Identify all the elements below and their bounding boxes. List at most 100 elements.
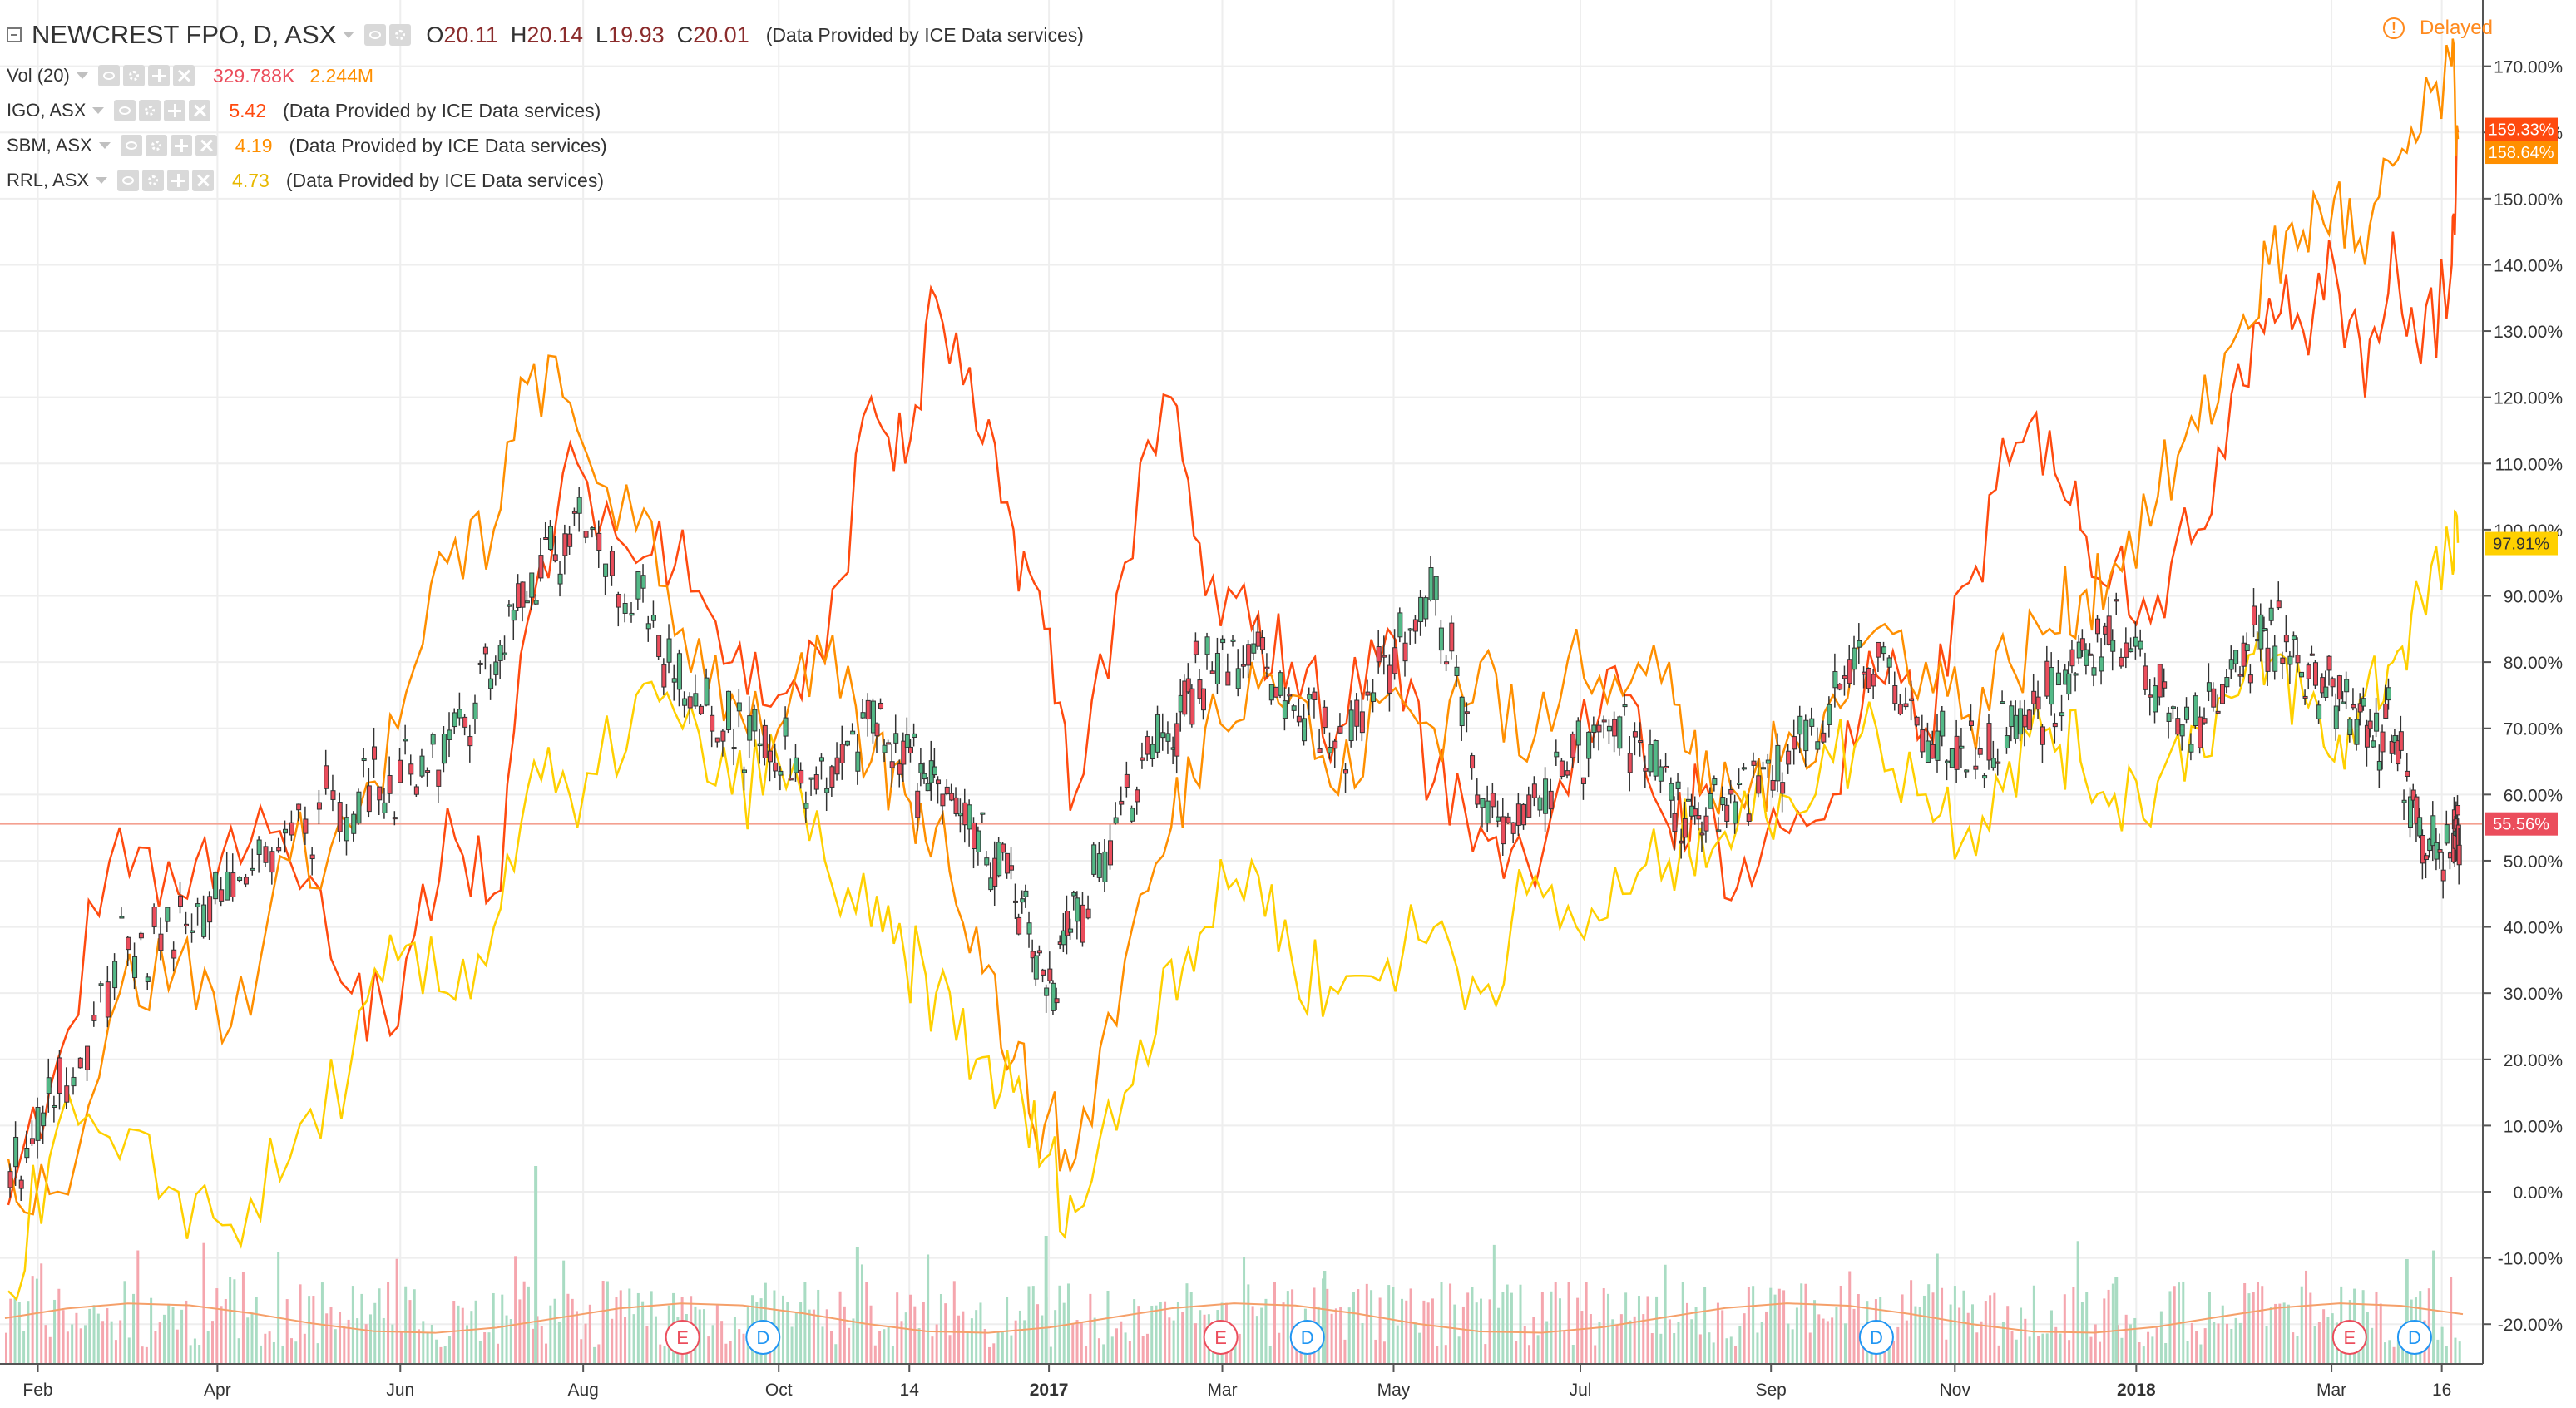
candle-body [276, 847, 282, 852]
volume-bar [1041, 1315, 1044, 1364]
dividend-marker[interactable]: D [1858, 1320, 1894, 1355]
gear-icon[interactable] [122, 65, 145, 86]
event-circle[interactable] [2331, 1320, 2367, 1355]
close-icon[interactable] [195, 135, 217, 156]
candle-body [897, 763, 902, 775]
compare-label[interactable]: IGO, ASX [7, 100, 87, 121]
volume-bar [1677, 1322, 1680, 1364]
candle-body [1803, 719, 1809, 752]
plus-icon[interactable] [167, 170, 190, 191]
event-circle[interactable] [1858, 1320, 1894, 1355]
volume-bar [119, 1320, 122, 1364]
volume-bar [632, 1314, 635, 1364]
event-letter: E [676, 1327, 689, 1348]
compare-label[interactable]: SBM, ASX [7, 135, 92, 156]
candle-body [2374, 712, 2380, 732]
volume-bar [2076, 1241, 2079, 1364]
compare-label[interactable]: RRL, ASX [7, 170, 90, 190]
volume-bar [830, 1331, 833, 1364]
volume-bar [215, 1288, 219, 1364]
collapse-legend-icon[interactable] [7, 27, 22, 42]
volume-label[interactable]: Vol (20) [7, 65, 70, 86]
delayed-status[interactable]: ! Delayed [2382, 17, 2493, 40]
gear-icon[interactable] [389, 24, 412, 46]
volume-bar [1334, 1308, 1337, 1364]
volume-bar [435, 1339, 438, 1364]
volume-bar [1571, 1345, 1575, 1364]
chevron-down-icon[interactable] [98, 142, 111, 149]
event-circle[interactable] [745, 1320, 781, 1355]
plus-icon[interactable] [147, 65, 170, 86]
volume-bar [1062, 1302, 1066, 1364]
close-icon[interactable] [172, 65, 195, 86]
eye-icon[interactable] [114, 100, 136, 121]
data-provider-note: (Data Provided by ICE Data services) [289, 134, 607, 156]
event-circle[interactable] [665, 1320, 700, 1355]
volume-bar [1027, 1286, 1031, 1364]
dividend-marker[interactable]: D [745, 1320, 781, 1355]
plus-icon[interactable] [170, 135, 192, 156]
chevron-down-icon[interactable] [96, 177, 108, 184]
eye-icon[interactable] [117, 170, 140, 191]
event-circle[interactable] [2396, 1320, 2432, 1355]
volume-bar [593, 1346, 596, 1364]
candle-body [1278, 672, 1283, 696]
volume-bar [1602, 1288, 1605, 1364]
y-tick-label: -20.00% [2498, 1316, 2563, 1335]
candle-body [2309, 653, 2315, 656]
volume-bar [1764, 1311, 1768, 1364]
candle-body [1189, 688, 1195, 725]
candle-body [2095, 618, 2101, 635]
volume-bar [1738, 1326, 1742, 1364]
volume-bar [808, 1309, 811, 1364]
candle-body [447, 729, 452, 740]
gear-icon[interactable] [139, 100, 161, 121]
candle-body [337, 802, 343, 832]
dividend-marker[interactable]: D [2396, 1320, 2432, 1355]
volume-bar [1782, 1290, 1786, 1364]
candle-body [698, 705, 704, 714]
candle-body [710, 714, 715, 732]
event-circle[interactable] [1289, 1320, 1325, 1355]
volume-bar [1633, 1316, 1636, 1364]
candle-body [1775, 744, 1781, 782]
candle-body [1209, 670, 1215, 674]
plus-icon[interactable] [164, 100, 186, 121]
close-icon[interactable] [189, 100, 211, 121]
earnings-marker[interactable]: E [665, 1320, 700, 1355]
candle-body [988, 877, 994, 891]
x-tick-label: Oct [765, 1381, 793, 1400]
volume-bar [1567, 1282, 1570, 1364]
volume-bar [624, 1317, 627, 1364]
candle-body [520, 581, 526, 608]
main-symbol-title[interactable]: NEWCREST FPO, D, ASX [32, 20, 337, 49]
chevron-down-icon[interactable] [343, 32, 355, 38]
gear-icon[interactable] [142, 170, 165, 191]
event-circle[interactable] [1203, 1320, 1239, 1355]
gear-icon[interactable] [145, 135, 167, 156]
candle-body [2408, 796, 2414, 828]
eye-icon[interactable] [97, 65, 120, 86]
volume-bar [729, 1341, 732, 1364]
candle-body [596, 532, 602, 551]
earnings-marker[interactable]: E [1203, 1320, 1239, 1355]
volume-bar [1607, 1293, 1610, 1364]
volume-bar [1655, 1296, 1659, 1364]
dividend-marker[interactable]: D [1289, 1320, 1325, 1355]
data-provider-note: (Data Provided by ICE Data services) [283, 99, 601, 121]
volume-bar [1286, 1291, 1289, 1364]
candle-body [747, 715, 753, 741]
candle-body [1986, 723, 1992, 761]
event-letter: D [756, 1327, 769, 1348]
eye-icon[interactable] [364, 24, 387, 46]
chevron-down-icon[interactable] [92, 107, 105, 114]
volume-bar [1159, 1302, 1162, 1364]
compare-value: 4.19 [235, 134, 273, 156]
eye-icon[interactable] [120, 135, 142, 156]
candle-body [1371, 692, 1377, 702]
close-icon[interactable] [192, 170, 215, 191]
earnings-marker[interactable]: E [2331, 1320, 2367, 1355]
chevron-down-icon[interactable] [76, 72, 88, 79]
